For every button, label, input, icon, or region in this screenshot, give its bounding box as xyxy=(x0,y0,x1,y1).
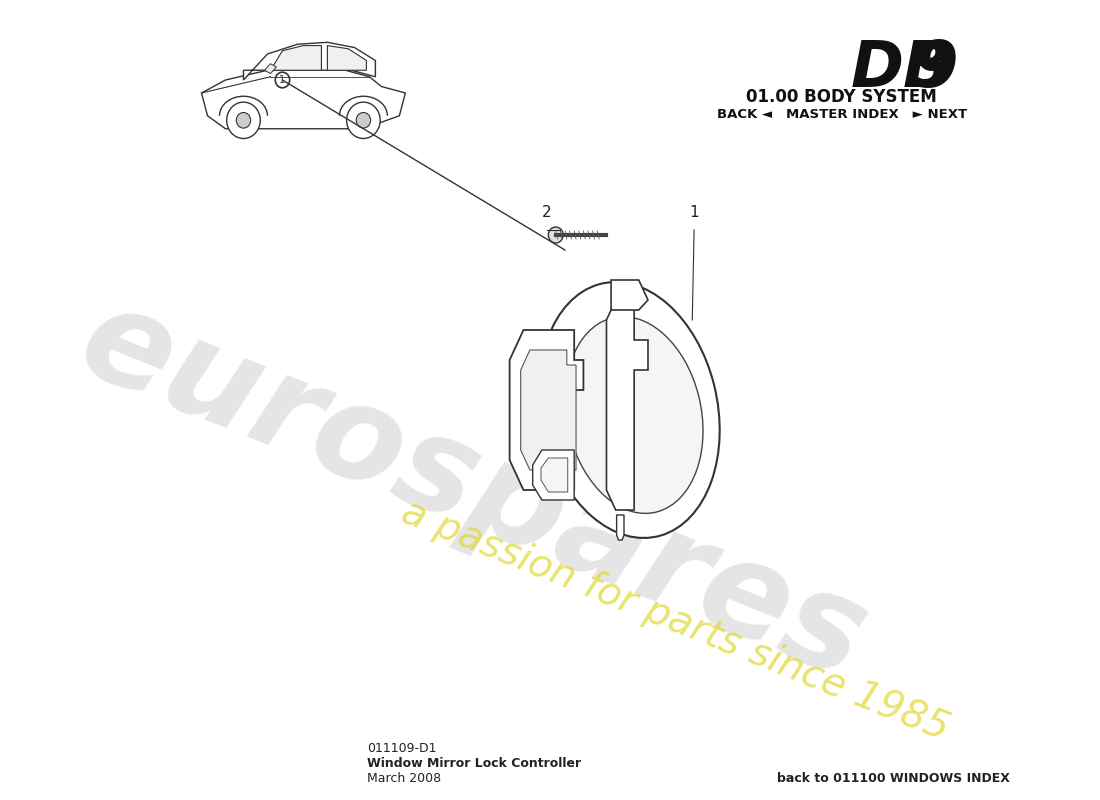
Polygon shape xyxy=(617,515,624,540)
Text: 1: 1 xyxy=(690,205,698,220)
Circle shape xyxy=(346,102,381,138)
Polygon shape xyxy=(271,46,321,70)
Text: 01.00 BODY SYSTEM: 01.00 BODY SYSTEM xyxy=(746,88,937,106)
Polygon shape xyxy=(520,350,576,470)
Polygon shape xyxy=(541,458,568,492)
Text: 1: 1 xyxy=(279,75,286,85)
Circle shape xyxy=(549,227,563,243)
Polygon shape xyxy=(243,42,375,80)
Circle shape xyxy=(236,113,251,128)
Circle shape xyxy=(227,102,261,138)
Text: March 2008: March 2008 xyxy=(366,772,441,785)
Polygon shape xyxy=(612,280,648,310)
Circle shape xyxy=(356,113,371,128)
Ellipse shape xyxy=(539,282,719,538)
Text: eurospares: eurospares xyxy=(62,274,883,706)
Text: 9: 9 xyxy=(914,38,958,100)
Text: 011109-D1: 011109-D1 xyxy=(366,742,436,755)
Text: BACK ◄   MASTER INDEX   ► NEXT: BACK ◄ MASTER INDEX ► NEXT xyxy=(716,108,967,121)
Ellipse shape xyxy=(565,317,703,514)
Text: back to 011100 WINDOWS INDEX: back to 011100 WINDOWS INDEX xyxy=(777,772,1010,785)
Polygon shape xyxy=(264,64,276,74)
Polygon shape xyxy=(509,330,583,490)
Polygon shape xyxy=(328,46,366,70)
Text: a passion for parts since 1985: a passion for parts since 1985 xyxy=(396,493,955,747)
Polygon shape xyxy=(606,300,648,510)
Polygon shape xyxy=(201,67,406,129)
Polygon shape xyxy=(532,450,574,500)
Text: DB: DB xyxy=(851,38,953,100)
Text: 2: 2 xyxy=(541,205,551,220)
Text: Window Mirror Lock Controller: Window Mirror Lock Controller xyxy=(366,757,581,770)
